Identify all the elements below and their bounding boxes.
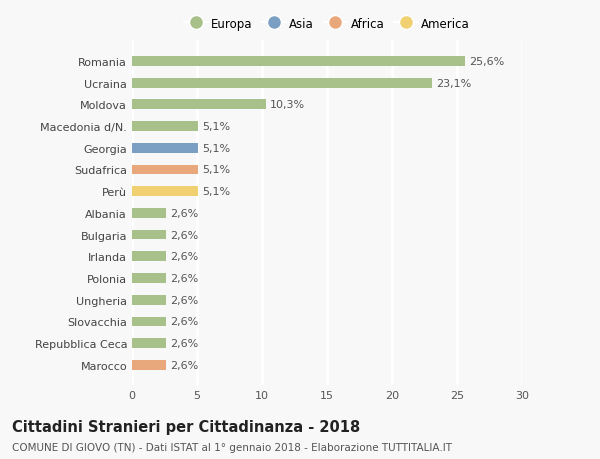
Text: Cittadini Stranieri per Cittadinanza - 2018: Cittadini Stranieri per Cittadinanza - 2…	[12, 419, 360, 434]
Bar	[132, 78, 432, 89]
Bar	[132, 317, 166, 327]
Text: 2,6%: 2,6%	[170, 295, 198, 305]
Text: 2,6%: 2,6%	[170, 274, 198, 283]
Bar	[132, 122, 198, 132]
Text: 10,3%: 10,3%	[270, 100, 305, 110]
Bar	[132, 252, 166, 262]
Bar	[132, 144, 198, 153]
Text: 2,6%: 2,6%	[170, 317, 198, 327]
Text: 2,6%: 2,6%	[170, 252, 198, 262]
Bar	[132, 187, 198, 196]
Text: 5,1%: 5,1%	[202, 144, 230, 153]
Text: 2,6%: 2,6%	[170, 338, 198, 348]
Bar	[132, 295, 166, 305]
Text: 5,1%: 5,1%	[202, 165, 230, 175]
Bar	[132, 57, 465, 67]
Legend: Europa, Asia, Africa, America: Europa, Asia, Africa, America	[179, 13, 475, 35]
Bar	[132, 208, 166, 218]
Text: 2,6%: 2,6%	[170, 360, 198, 370]
Bar	[132, 100, 266, 110]
Text: 25,6%: 25,6%	[469, 57, 504, 67]
Bar	[132, 165, 198, 175]
Text: 5,1%: 5,1%	[202, 122, 230, 132]
Bar	[132, 274, 166, 283]
Text: 23,1%: 23,1%	[436, 78, 472, 89]
Text: 5,1%: 5,1%	[202, 187, 230, 197]
Bar	[132, 360, 166, 370]
Bar	[132, 230, 166, 240]
Text: 2,6%: 2,6%	[170, 208, 198, 218]
Text: 2,6%: 2,6%	[170, 230, 198, 240]
Bar	[132, 338, 166, 348]
Text: COMUNE DI GIOVO (TN) - Dati ISTAT al 1° gennaio 2018 - Elaborazione TUTTITALIA.I: COMUNE DI GIOVO (TN) - Dati ISTAT al 1° …	[12, 442, 452, 452]
